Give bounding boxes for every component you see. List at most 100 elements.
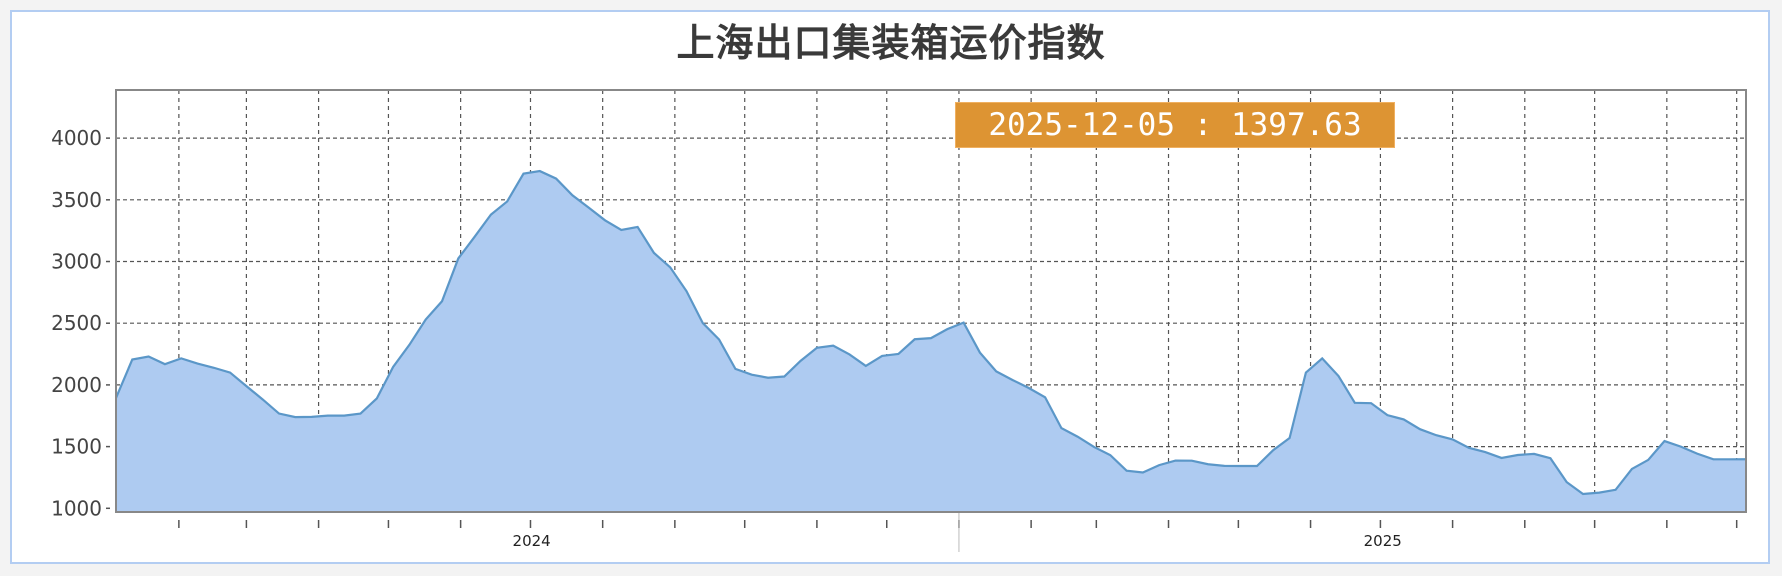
data-point [1680, 445, 1682, 448]
data-point [1517, 454, 1519, 456]
y-tick-label: 2000 [51, 373, 102, 397]
data-point [180, 357, 182, 360]
data-point [1272, 449, 1275, 451]
data-point [816, 346, 818, 349]
tooltip-date: 2025-12-05 [988, 107, 1175, 143]
data-point [457, 257, 460, 260]
data-point [865, 365, 867, 367]
data-point [522, 172, 525, 175]
area-fill [116, 171, 1746, 512]
y-tick-label: 3500 [51, 188, 102, 212]
y-tick-label: 1500 [51, 435, 102, 459]
data-point [1549, 457, 1552, 460]
data-point [1142, 471, 1144, 474]
hover-tooltip: 2025-12-05 : 1397.63 [955, 102, 1395, 148]
data-point [1223, 465, 1226, 467]
data-point [1386, 414, 1389, 416]
data-point [555, 177, 557, 180]
data-point [327, 414, 329, 417]
data-point [294, 416, 297, 418]
data-point [229, 371, 231, 374]
data-point [881, 355, 883, 357]
data-point [587, 206, 590, 209]
data-point [1451, 438, 1454, 441]
data-point [1402, 418, 1405, 421]
data-point [1696, 452, 1698, 455]
data-point [669, 266, 671, 269]
y-tick-label: 3000 [51, 250, 102, 274]
data-point [261, 398, 264, 401]
data-point [832, 344, 834, 347]
data-point [1631, 468, 1633, 470]
data-point [897, 353, 900, 355]
data-point [1500, 457, 1503, 459]
data-point [359, 412, 362, 415]
data-point [1484, 451, 1486, 453]
data-point [1337, 375, 1340, 377]
data-point [1647, 459, 1649, 461]
data-point [424, 318, 427, 321]
chart-title: 上海出口集装箱运价指数 [676, 20, 1106, 65]
data-point [376, 397, 378, 400]
data-point [1011, 379, 1014, 381]
data-point [979, 351, 981, 354]
data-point [539, 170, 541, 172]
data-point [1207, 463, 1209, 466]
data-point [604, 219, 606, 222]
data-point [213, 366, 215, 369]
data-point [848, 353, 851, 356]
data-point [995, 370, 997, 373]
data-point [1093, 446, 1095, 448]
data-point [1028, 387, 1030, 389]
x-tick-label: 2024 [513, 532, 551, 550]
data-point [392, 366, 394, 368]
data-point [1435, 434, 1438, 437]
data-point [1076, 435, 1079, 438]
data-point [1239, 465, 1242, 467]
data-point [343, 414, 346, 417]
data-point [702, 322, 704, 324]
data-point [1533, 453, 1535, 455]
data-point [147, 355, 150, 358]
data-point [1419, 428, 1421, 431]
data-point [734, 368, 737, 370]
data-point [310, 416, 313, 418]
data-point [767, 376, 769, 379]
data-point [962, 321, 965, 324]
data-point [1614, 488, 1617, 491]
y-tick-label: 4000 [51, 126, 102, 150]
data-point [245, 385, 248, 387]
data-point [1370, 402, 1372, 404]
x-tick-label: 2025 [1364, 532, 1402, 550]
data-point [506, 200, 509, 203]
data-point [946, 328, 949, 330]
data-point [783, 375, 786, 378]
data-point [571, 194, 574, 197]
data-point [1468, 447, 1470, 449]
data-point [799, 360, 802, 362]
data-point [408, 344, 411, 346]
data-point [1712, 458, 1715, 461]
data-point [636, 226, 639, 228]
y-tick-label: 2500 [51, 311, 102, 335]
data-point [1044, 396, 1046, 399]
data-point [131, 358, 134, 361]
data-point [1663, 440, 1666, 442]
data-point [1191, 459, 1193, 462]
data-point [620, 229, 623, 231]
data-point [490, 213, 492, 216]
plot-frame [115, 89, 1747, 513]
data-point [473, 236, 476, 238]
data-point [1174, 459, 1177, 462]
data-point [653, 252, 655, 254]
data-point [750, 373, 753, 376]
data-point [1256, 465, 1258, 467]
data-point [278, 412, 280, 415]
data-point [930, 337, 932, 339]
data-point [913, 338, 916, 341]
tooltip-separator: : [1174, 107, 1231, 143]
data-point [1158, 464, 1160, 466]
data-point [1109, 454, 1112, 456]
data-point [685, 290, 688, 292]
